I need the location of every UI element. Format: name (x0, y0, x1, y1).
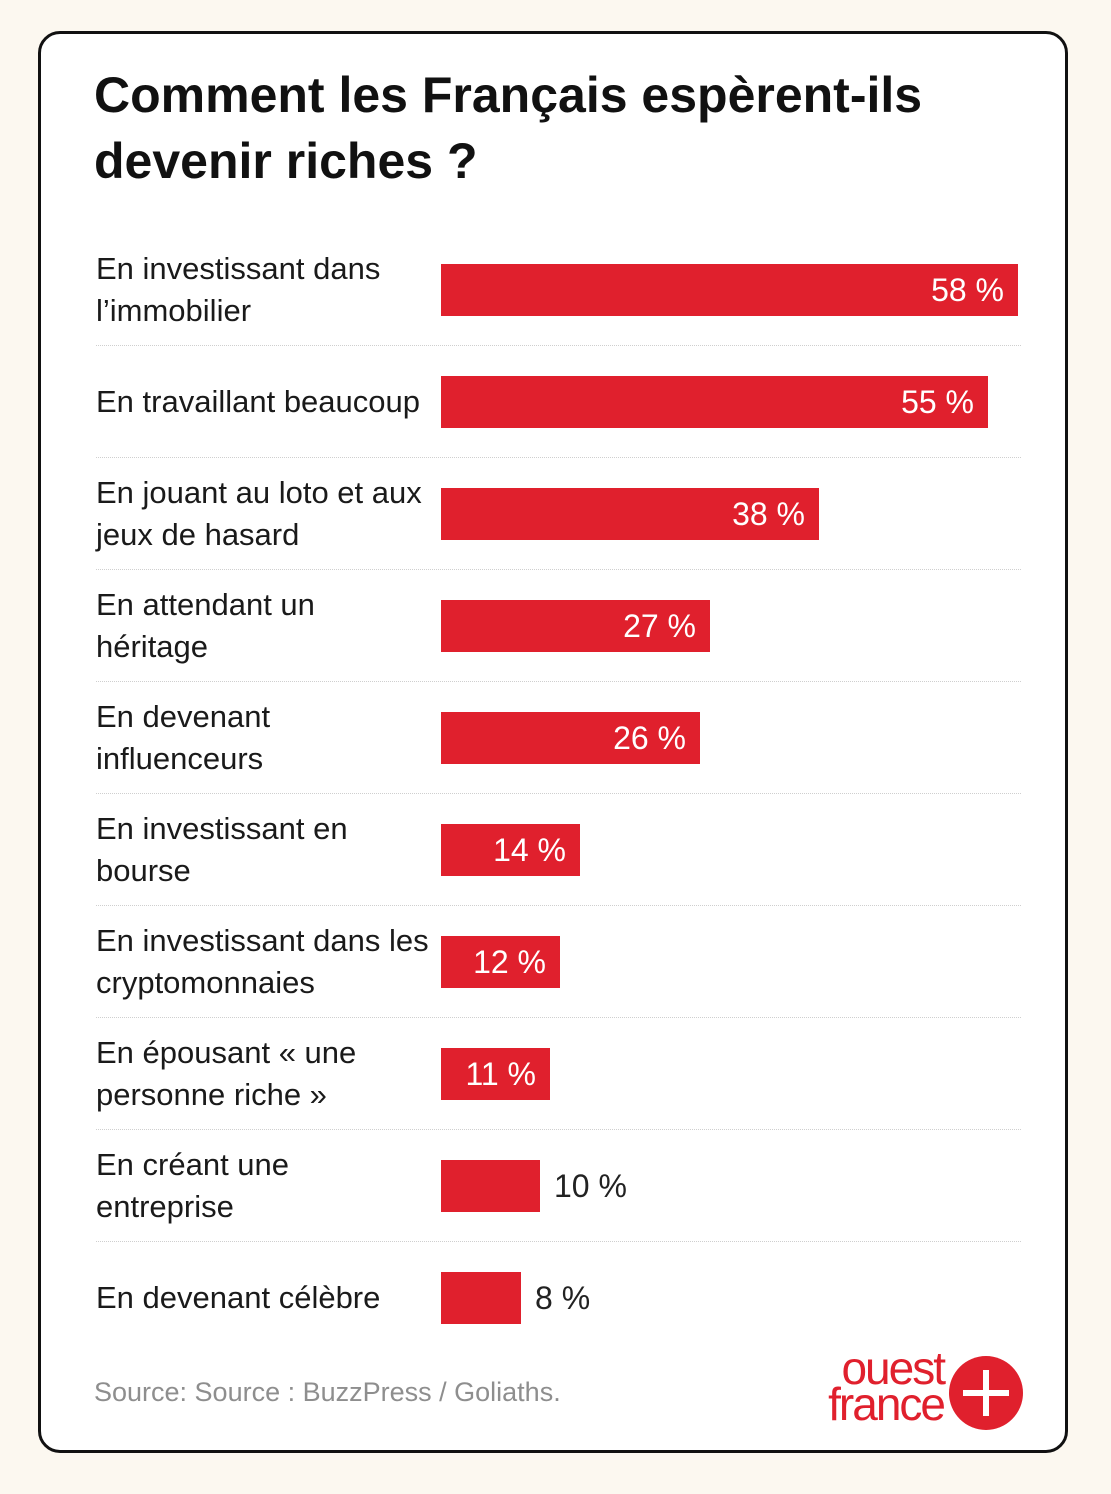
bar-chart: En investissant dans l’immobilier 58 % En … (96, 234, 1021, 1354)
bar-row: En investissant en bourse 14 % (96, 794, 1021, 906)
bar-row: En investissant dans l’immobilier 58 % (96, 234, 1021, 346)
category-label: En jouant au loto et aux jeux de hasard (96, 475, 422, 552)
bar-row: En jouant au loto et aux jeux de hasard 3… (96, 458, 1021, 570)
category-label: En épousant « une personne riche » (96, 1035, 357, 1112)
bar-row: En épousant « une personne riche » 11 % (96, 1018, 1021, 1130)
category-label: En créant une entreprise (96, 1147, 290, 1224)
value-label: 55 % (901, 384, 974, 420)
bar (441, 600, 710, 652)
logo-line-1: ouest (841, 1342, 946, 1394)
logo-wordmark: ouest france (779, 1342, 946, 1430)
bar (441, 1160, 540, 1212)
bar-row: En investissant dans les cryptomonnaies 1… (96, 906, 1021, 1018)
category-label: En investissant en bourse (96, 811, 348, 888)
value-label: 14 % (493, 832, 566, 868)
row-divider (96, 681, 1021, 682)
bar-row: En devenant influenceurs 26 % (96, 682, 1021, 794)
logo-circle-icon (949, 1356, 1023, 1430)
value-label: 58 % (931, 272, 1004, 308)
bar (441, 264, 1018, 316)
bar (441, 488, 819, 540)
category-label: En attendant un héritage (96, 587, 315, 664)
row-divider (96, 457, 1021, 458)
bar-row: En créant une entreprise 10 % (96, 1130, 1021, 1242)
category-label: En investissant dans l’immobilier (96, 251, 381, 328)
bar-row: En travaillant beaucoup 55 % (96, 346, 1021, 458)
row-divider (96, 793, 1021, 794)
row-divider (96, 1241, 1021, 1242)
bar (441, 1272, 521, 1324)
row-divider (96, 1129, 1021, 1130)
chart-title: Comment les Français espèrent-ils deveni… (94, 67, 923, 189)
bar (441, 376, 988, 428)
bar (441, 936, 560, 988)
bar (441, 824, 580, 876)
row-divider (96, 569, 1021, 570)
value-label: 12 % (473, 944, 546, 980)
bar-row: En devenant célèbre 8 % (96, 1242, 1021, 1354)
row-divider (96, 1017, 1021, 1018)
value-label: 26 % (613, 720, 686, 756)
bar (441, 1048, 550, 1100)
value-label: 8 % (535, 1280, 591, 1316)
category-label: En travaillant beaucoup (96, 384, 421, 419)
value-label: 38 % (732, 496, 805, 532)
ouest-france-logo: ouest france (779, 1342, 1024, 1436)
bar (441, 712, 700, 764)
logo-line-2: france (828, 1378, 946, 1430)
bar-row: En attendant un héritage 27 % (96, 570, 1021, 682)
category-label: En devenant célèbre (96, 1280, 381, 1315)
category-label: En investissant dans les cryptomonnaies (96, 923, 429, 1000)
row-divider (96, 345, 1021, 346)
value-label: 10 % (554, 1168, 627, 1204)
value-label: 11 % (465, 1056, 536, 1092)
source-note: Source: Source : BuzzPress / Goliaths. (94, 1377, 561, 1407)
row-divider (96, 905, 1021, 906)
infographic-card: Comment les Français espèrent-ils deveni… (38, 31, 1068, 1453)
category-label: En devenant influenceurs (96, 699, 271, 776)
value-label: 27 % (623, 608, 696, 644)
